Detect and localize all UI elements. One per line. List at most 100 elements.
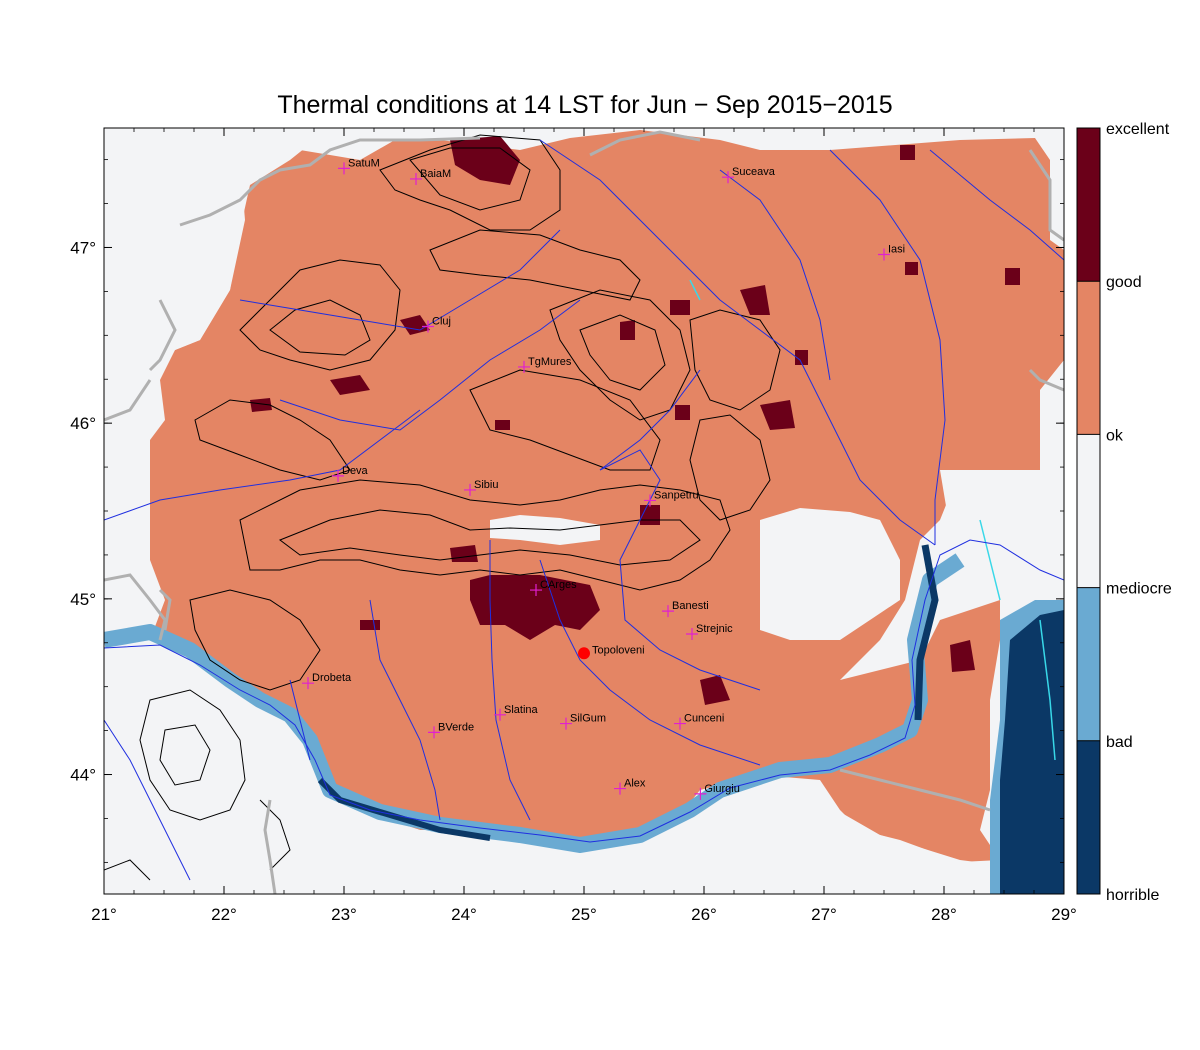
highlight-city-label: Topoloveni: [592, 644, 645, 656]
city-bverde: BVerde: [428, 721, 474, 739]
city-iasi: Iasi: [878, 243, 905, 261]
city-label: BVerde: [438, 721, 474, 733]
colorbar-segment: [1077, 434, 1100, 588]
city-baiam: BaiaM: [410, 168, 451, 185]
city-marker-icon: [410, 172, 422, 185]
highlight-city: Topoloveni: [578, 644, 645, 660]
city-label: Giurgiu: [704, 783, 739, 795]
city-satum: SatuM: [338, 157, 380, 175]
city-marker-icon: [686, 627, 698, 640]
x-tick-label: 24°: [451, 905, 477, 924]
lake-features: [689, 279, 1056, 761]
x-tick-label: 23°: [331, 905, 357, 924]
city-marker-icon: [494, 708, 506, 721]
highlight-dot-icon: [578, 647, 590, 660]
city-markers: SatuM BaiaM Suceava Iasi Cluj TgMures Deva Sibi…: [302, 157, 905, 800]
city-tgmures: TgMures: [518, 356, 572, 373]
map-title: Thermal conditions at 14 LST for Jun − S…: [277, 91, 893, 119]
city-suceava: Suceava: [722, 166, 776, 184]
colorbar-label-excellent: excellent: [1106, 121, 1170, 138]
colorbar: excellent good ok mediocre bad horrible: [1076, 121, 1172, 904]
city-slatina: Slatina: [494, 704, 539, 721]
colorbar-segment: [1077, 281, 1100, 435]
colorbar-label-horrible: horrible: [1106, 887, 1159, 904]
city-marker-icon: [560, 717, 572, 730]
city-label: SilGum: [570, 713, 606, 725]
city-giurgiu: Giurgiu: [694, 783, 740, 800]
mediocre-region-east: [760, 508, 900, 640]
good-regions: [250, 136, 1020, 705]
x-tick-label: 28°: [931, 905, 957, 924]
city-label: Suceava: [732, 166, 776, 178]
colorbar-label-mediocre: mediocre: [1106, 581, 1172, 598]
y-tick-label: 46°: [70, 414, 96, 433]
city-label: Alex: [624, 778, 646, 790]
mediocre-region-north: [104, 128, 330, 400]
city-marker-icon: [694, 787, 707, 800]
city-label: Deva: [342, 465, 369, 477]
city-banesti: Banesti: [662, 600, 709, 618]
city-label: TgMures: [528, 356, 572, 368]
city-marker-icon: [338, 162, 350, 175]
mediocre-region-east-2: [940, 470, 1064, 600]
country-borders: [104, 130, 1064, 894]
rivers: [104, 139, 1064, 881]
y-tick-label: 45°: [70, 590, 96, 609]
horrible-region-danube-east: [914, 544, 939, 721]
colorbar-segment: [1077, 740, 1100, 894]
x-tick-label: 27°: [811, 905, 837, 924]
city-marker-icon: [662, 605, 674, 618]
city-label: Cluj: [432, 316, 451, 328]
city-strejnic: Strejnic: [686, 623, 733, 640]
city-label: Cunceni: [684, 713, 724, 725]
city-marker-icon: [614, 782, 626, 795]
city-marker-icon: [722, 171, 734, 184]
city-carges: CArges: [530, 579, 577, 597]
city-label: Strejnic: [696, 623, 733, 635]
city-alex: Alex: [614, 778, 646, 795]
city-marker-icon: [674, 717, 686, 730]
city-marker-icon: [878, 248, 890, 261]
mediocre-region-fagaras: [490, 515, 600, 545]
city-silgum: SilGum: [560, 713, 606, 730]
city-label: Sibiu: [474, 479, 498, 491]
x-tick-label: 21°: [91, 905, 117, 924]
city-drobeta: Drobeta: [302, 672, 352, 690]
longitude-axis: 21° 22° 23° 24° 25° 26° 27° 28° 29°: [91, 128, 1077, 924]
bad-region-danube-band: [104, 553, 965, 853]
x-tick-label: 22°: [211, 905, 237, 924]
mediocre-region-southwest: [104, 650, 1000, 894]
city-marker-icon: [422, 320, 434, 333]
city-label: Sanpetru: [654, 489, 699, 501]
city-marker-icon: [302, 677, 314, 690]
city-sibiu: Sibiu: [464, 479, 498, 496]
colorbar-label-ok: ok: [1106, 427, 1124, 444]
x-tick-label: 26°: [691, 905, 717, 924]
city-label: BaiaM: [420, 168, 451, 180]
city-label: Banesti: [672, 600, 709, 612]
city-label: Drobeta: [312, 672, 352, 684]
city-label: SatuM: [348, 157, 380, 169]
map-plot-area: SatuM BaiaM Suceava Iasi Cluj TgMures Deva Sibi…: [104, 128, 1064, 894]
city-marker-icon: [464, 483, 476, 496]
x-tick-label: 29°: [1051, 905, 1077, 924]
city-marker-icon: [332, 469, 344, 482]
x-tick-label: 25°: [571, 905, 597, 924]
y-tick-label: 44°: [70, 766, 96, 785]
city-deva: Deva: [332, 465, 369, 482]
city-cluj: Cluj: [422, 316, 451, 333]
city-label: Slatina: [504, 704, 539, 716]
city-label: CArges: [540, 579, 577, 591]
city-label: Iasi: [888, 243, 905, 255]
y-tick-label: 47°: [70, 238, 96, 257]
colorbar-segment: [1077, 587, 1100, 741]
ok-region-main: [145, 130, 1064, 862]
city-marker-icon: [518, 360, 530, 373]
colorbar-segment: [1077, 128, 1100, 282]
colorbar-label-bad: bad: [1106, 734, 1133, 751]
city-cunceni: Cunceni: [674, 713, 724, 730]
colorbar-label-good: good: [1106, 274, 1142, 291]
city-marker-icon: [644, 494, 656, 507]
city-marker-icon: [428, 726, 440, 739]
